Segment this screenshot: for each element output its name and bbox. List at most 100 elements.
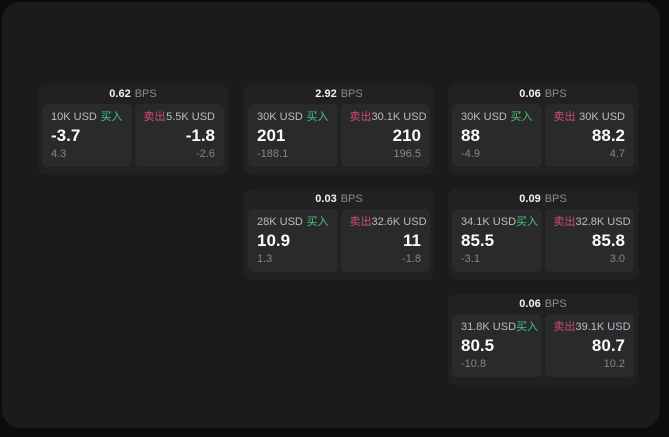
quote-card-2: 0.06 BPS 30K USD 买入 88 -4.9 卖出 30K USD 88… — [448, 84, 638, 175]
buy-side-tag: 买入 — [516, 321, 539, 333]
buy-price: 10.9 — [257, 231, 291, 250]
buy-panel-header: 31.8K USD 买入 — [461, 321, 538, 334]
sell-panel-header: 卖出 30.1K USD — [349, 111, 427, 124]
sell-size-label: 5.5K USD — [166, 111, 215, 123]
bps-value: 0.62 — [109, 88, 131, 100]
quote-panels: 10K USD 买入 -3.7 4.3 卖出 5.5K USD -1.8 -2.… — [38, 104, 228, 171]
buy-delta: 4.3 — [51, 148, 67, 160]
sell-panel[interactable]: 卖出 30.1K USD 210 196.5 — [340, 104, 430, 167]
bps-unit-label: BPS — [340, 193, 363, 205]
sell-side-tag: 卖出 — [143, 111, 166, 123]
sell-panel[interactable]: 卖出 32.8K USD 85.8 3.0 — [544, 209, 634, 272]
sell-panel[interactable]: 卖出 30K USD 88.2 4.7 — [544, 104, 634, 167]
sell-panel-header: 卖出 32.6K USD — [349, 216, 427, 229]
bps-unit-label: BPS — [544, 88, 567, 100]
buy-price: 80.5 — [461, 336, 495, 355]
sell-delta: 10.2 — [603, 358, 625, 370]
buy-size-label: 10K USD — [51, 111, 97, 123]
sell-panel-header: 卖出 30K USD — [554, 111, 626, 124]
sell-price: 80.7 — [591, 336, 625, 355]
bps-value: 0.09 — [519, 193, 541, 205]
sell-size-label: 30K USD — [579, 111, 625, 123]
bps-unit-label: BPS — [544, 298, 567, 310]
buy-price: 201 — [257, 126, 286, 145]
sell-price: -1.8 — [185, 126, 215, 145]
bps-value: 0.06 — [519, 298, 541, 310]
buy-side-tag: 买入 — [516, 216, 539, 228]
sell-size-label: 32.8K USD — [575, 216, 631, 228]
quote-panels: 28K USD 买入 10.9 1.3 卖出 32.6K USD 11 -1.8 — [244, 209, 434, 276]
app-background-panel: 0.62 BPS 10K USD 买入 -3.7 4.3 卖出 5.5K USD … — [2, 2, 660, 428]
buy-size-label: 31.8K USD — [461, 321, 517, 333]
sell-panel-header: 卖出 39.1K USD — [554, 321, 631, 334]
bps-value: 0.03 — [315, 193, 337, 205]
sell-panel[interactable]: 卖出 5.5K USD -1.8 -2.6 — [134, 104, 224, 167]
sell-delta: 4.7 — [609, 148, 625, 160]
buy-panel[interactable]: 30K USD 买入 88 -4.9 — [452, 104, 542, 167]
sell-size-label: 30.1K USD — [371, 111, 427, 123]
quote-card-4: 0.09 BPS 34.1K USD 买入 85.5 -3.1 卖出 32.8K … — [448, 189, 638, 280]
buy-delta: -188.1 — [257, 148, 289, 160]
sell-side-tag: 卖出 — [553, 111, 576, 123]
sell-price: 210 — [392, 126, 421, 145]
buy-panel-header: 30K USD 买入 — [257, 111, 329, 124]
buy-side-tag: 买入 — [306, 216, 329, 228]
buy-panel[interactable]: 30K USD 买入 201 -188.1 — [248, 104, 338, 167]
sell-size-label: 32.6K USD — [371, 216, 427, 228]
quote-panels: 30K USD 买入 201 -188.1 卖出 30.1K USD 210 1… — [244, 104, 434, 171]
bps-header: 0.03 BPS — [244, 189, 434, 209]
buy-size-label: 34.1K USD — [461, 216, 517, 228]
buy-price: 85.5 — [461, 231, 495, 250]
quote-card-1: 2.92 BPS 30K USD 买入 201 -188.1 卖出 30.1K U… — [244, 84, 434, 175]
sell-delta: -2.6 — [196, 148, 215, 160]
buy-delta: -3.1 — [461, 253, 480, 265]
buy-delta: 1.3 — [257, 253, 273, 265]
bps-header: 0.06 BPS — [448, 84, 638, 104]
bps-unit-label: BPS — [134, 88, 157, 100]
sell-delta: -1.8 — [402, 253, 421, 265]
buy-side-tag: 买入 — [100, 111, 123, 123]
quote-card-0: 0.62 BPS 10K USD 买入 -3.7 4.3 卖出 5.5K USD … — [38, 84, 228, 175]
sell-price: 88.2 — [591, 126, 625, 145]
buy-delta: -4.9 — [461, 148, 480, 160]
quote-panels: 34.1K USD 买入 85.5 -3.1 卖出 32.8K USD 85.8… — [448, 209, 638, 276]
sell-price: 85.8 — [591, 231, 625, 250]
quote-panels: 30K USD 买入 88 -4.9 卖出 30K USD 88.2 4.7 — [448, 104, 638, 171]
bps-header: 2.92 BPS — [244, 84, 434, 104]
sell-side-tag: 卖出 — [349, 216, 372, 228]
buy-panel-header: 10K USD 买入 — [51, 111, 123, 124]
buy-panel-header: 30K USD 买入 — [461, 111, 533, 124]
sell-panel[interactable]: 卖出 39.1K USD 80.7 10.2 — [544, 314, 634, 377]
buy-panel[interactable]: 28K USD 买入 10.9 1.3 — [248, 209, 338, 272]
sell-delta: 196.5 — [393, 148, 421, 160]
sell-side-tag: 卖出 — [349, 111, 372, 123]
buy-panel-header: 28K USD 买入 — [257, 216, 329, 229]
bps-header: 0.06 BPS — [448, 294, 638, 314]
buy-panel-header: 34.1K USD 买入 — [461, 216, 538, 229]
quote-panels: 31.8K USD 买入 80.5 -10.8 卖出 39.1K USD 80.… — [448, 314, 638, 381]
buy-side-tag: 买入 — [306, 111, 329, 123]
buy-side-tag: 买入 — [510, 111, 533, 123]
sell-panel-header: 卖出 5.5K USD — [144, 111, 216, 124]
sell-side-tag: 卖出 — [553, 216, 576, 228]
sell-panel[interactable]: 卖出 32.6K USD 11 -1.8 — [340, 209, 430, 272]
bps-unit-label: BPS — [544, 193, 567, 205]
buy-panel[interactable]: 34.1K USD 买入 85.5 -3.1 — [452, 209, 542, 272]
sell-size-label: 39.1K USD — [575, 321, 631, 333]
sell-panel-header: 卖出 32.8K USD — [553, 216, 631, 229]
buy-size-label: 28K USD — [257, 216, 303, 228]
buy-panel[interactable]: 31.8K USD 买入 80.5 -10.8 — [452, 314, 542, 377]
quote-card-3: 0.03 BPS 28K USD 买入 10.9 1.3 卖出 32.6K USD… — [244, 189, 434, 280]
buy-price: -3.7 — [51, 126, 81, 145]
bps-header: 0.09 BPS — [448, 189, 638, 209]
quote-card-5: 0.06 BPS 31.8K USD 买入 80.5 -10.8 卖出 39.1K… — [448, 294, 638, 385]
bps-value: 0.06 — [519, 88, 541, 100]
buy-delta: -10.8 — [461, 358, 487, 370]
sell-delta: 3.0 — [609, 253, 625, 265]
buy-price: 88 — [461, 126, 480, 145]
buy-size-label: 30K USD — [461, 111, 507, 123]
bps-value: 2.92 — [315, 88, 337, 100]
bps-header: 0.62 BPS — [38, 84, 228, 104]
buy-size-label: 30K USD — [257, 111, 303, 123]
buy-panel[interactable]: 10K USD 买入 -3.7 4.3 — [42, 104, 132, 167]
